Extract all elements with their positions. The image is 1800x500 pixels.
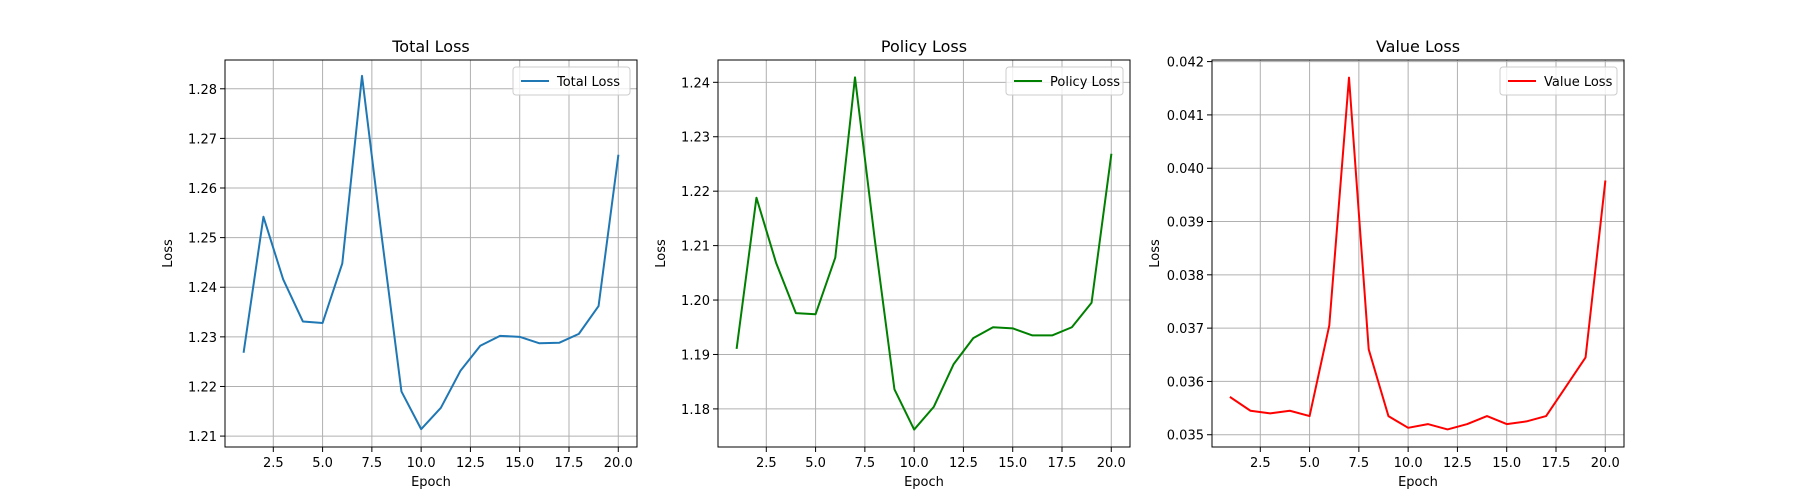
x-tick-label: 7.5 bbox=[855, 456, 876, 471]
x-tick-label: 7.5 bbox=[1349, 456, 1370, 471]
x-tick-label: 12.5 bbox=[949, 456, 978, 471]
y-tick-label: 1.28 bbox=[188, 83, 217, 98]
x-tick-label: 10.0 bbox=[1394, 456, 1423, 471]
x-tick-label: 20.0 bbox=[604, 456, 633, 471]
x-tick-label: 5.0 bbox=[1299, 456, 1320, 471]
y-tick-label: 0.039 bbox=[1167, 216, 1204, 231]
axes-frame bbox=[224, 59, 638, 448]
x-tick-label: 10.0 bbox=[900, 456, 929, 471]
y-tick-label: 1.23 bbox=[681, 131, 710, 146]
y-tick-label: 1.19 bbox=[681, 348, 710, 363]
legend: Value Loss bbox=[1499, 66, 1618, 96]
x-axis-label: Epoch bbox=[904, 475, 944, 490]
chart-title: Value Loss bbox=[1376, 37, 1460, 56]
x-tick-label: 5.0 bbox=[312, 456, 333, 471]
x-tick-label: 15.0 bbox=[1492, 456, 1521, 471]
y-tick-label: 1.27 bbox=[188, 132, 217, 147]
y-tick-label: 0.036 bbox=[1167, 375, 1204, 390]
chart-panel-2: 2.5 5.0 7.5 10.0 12.5 15.0 17.5 20.0 1.18 1.19 1.2… bbox=[654, 37, 1131, 490]
y-tick-label: 1.21 bbox=[681, 240, 710, 255]
legend-label: Policy Loss bbox=[1050, 75, 1120, 90]
y-tick-label: 1.22 bbox=[681, 185, 710, 200]
x-tick-label: 12.5 bbox=[456, 456, 485, 471]
series-line-value-loss bbox=[1229, 76, 1607, 431]
y-tick-label: 0.040 bbox=[1167, 162, 1204, 177]
y-axis-label: Loss bbox=[654, 239, 669, 268]
plot-area bbox=[718, 60, 1130, 447]
y-tick-label: 1.25 bbox=[188, 232, 217, 247]
y-tick-label: 1.22 bbox=[188, 380, 217, 395]
legend-box bbox=[1005, 66, 1124, 96]
series-line-policy-loss bbox=[735, 76, 1113, 431]
y-tick-label: 1.21 bbox=[188, 430, 217, 445]
plot-area bbox=[1212, 60, 1624, 447]
x-tick-label: 2.5 bbox=[1250, 456, 1271, 471]
legend-label: Total Loss bbox=[556, 75, 620, 90]
x-tick-label: 17.5 bbox=[555, 456, 584, 471]
x-tick-label: 2.5 bbox=[756, 456, 777, 471]
legend-box bbox=[1499, 66, 1618, 96]
x-tick-label: 10.0 bbox=[407, 456, 436, 471]
y-tick-label: 1.24 bbox=[681, 76, 710, 91]
x-tick-label: 20.0 bbox=[1591, 456, 1620, 471]
plot-area bbox=[225, 60, 637, 447]
chart-panel-1: 2.5 5.0 7.5 10.0 12.5 15.0 17.5 20.0 1.21 1.22 1.2… bbox=[161, 37, 638, 490]
chart-title: Policy Loss bbox=[881, 37, 967, 56]
y-tick-label: 0.038 bbox=[1167, 269, 1204, 284]
y-tick-label: 1.18 bbox=[681, 403, 710, 418]
y-tick-label: 0.042 bbox=[1167, 56, 1204, 71]
chart-title: Total Loss bbox=[391, 37, 470, 56]
y-tick-label: 1.23 bbox=[188, 331, 217, 346]
y-tick-label: 1.20 bbox=[681, 294, 710, 309]
x-tick-label: 17.5 bbox=[1542, 456, 1571, 471]
legend: Policy Loss bbox=[1005, 66, 1124, 96]
chart-panel-3: 2.5 5.0 7.5 10.0 12.5 15.0 17.5 20.0 0.035 0.036 0… bbox=[1148, 37, 1625, 490]
x-tick-label: 17.5 bbox=[1048, 456, 1077, 471]
legend-box bbox=[512, 66, 631, 96]
y-tick-label: 0.037 bbox=[1167, 322, 1204, 337]
x-tick-label: 2.5 bbox=[263, 456, 284, 471]
x-tick-label: 15.0 bbox=[505, 456, 534, 471]
x-tick-label: 15.0 bbox=[998, 456, 1027, 471]
x-tick-label: 12.5 bbox=[1443, 456, 1472, 471]
legend: Total Loss bbox=[512, 66, 631, 96]
x-tick-label: 5.0 bbox=[805, 456, 826, 471]
axes-frame bbox=[717, 59, 1131, 448]
y-tick-label: 1.26 bbox=[188, 182, 217, 197]
y-axis-label: Loss bbox=[161, 239, 176, 268]
x-tick-label: 7.5 bbox=[362, 456, 383, 471]
y-tick-label: 0.035 bbox=[1167, 429, 1204, 444]
y-tick-label: 0.041 bbox=[1167, 109, 1204, 124]
x-tick-label: 20.0 bbox=[1097, 456, 1126, 471]
x-axis-label: Epoch bbox=[1398, 475, 1438, 490]
x-axis-label: Epoch bbox=[411, 475, 451, 490]
y-axis-label: Loss bbox=[1148, 239, 1163, 268]
y-tick-label: 1.24 bbox=[188, 281, 217, 296]
series-line-total-loss bbox=[242, 74, 620, 431]
legend-label: Value Loss bbox=[1544, 75, 1613, 90]
axes-frame bbox=[1211, 59, 1625, 448]
